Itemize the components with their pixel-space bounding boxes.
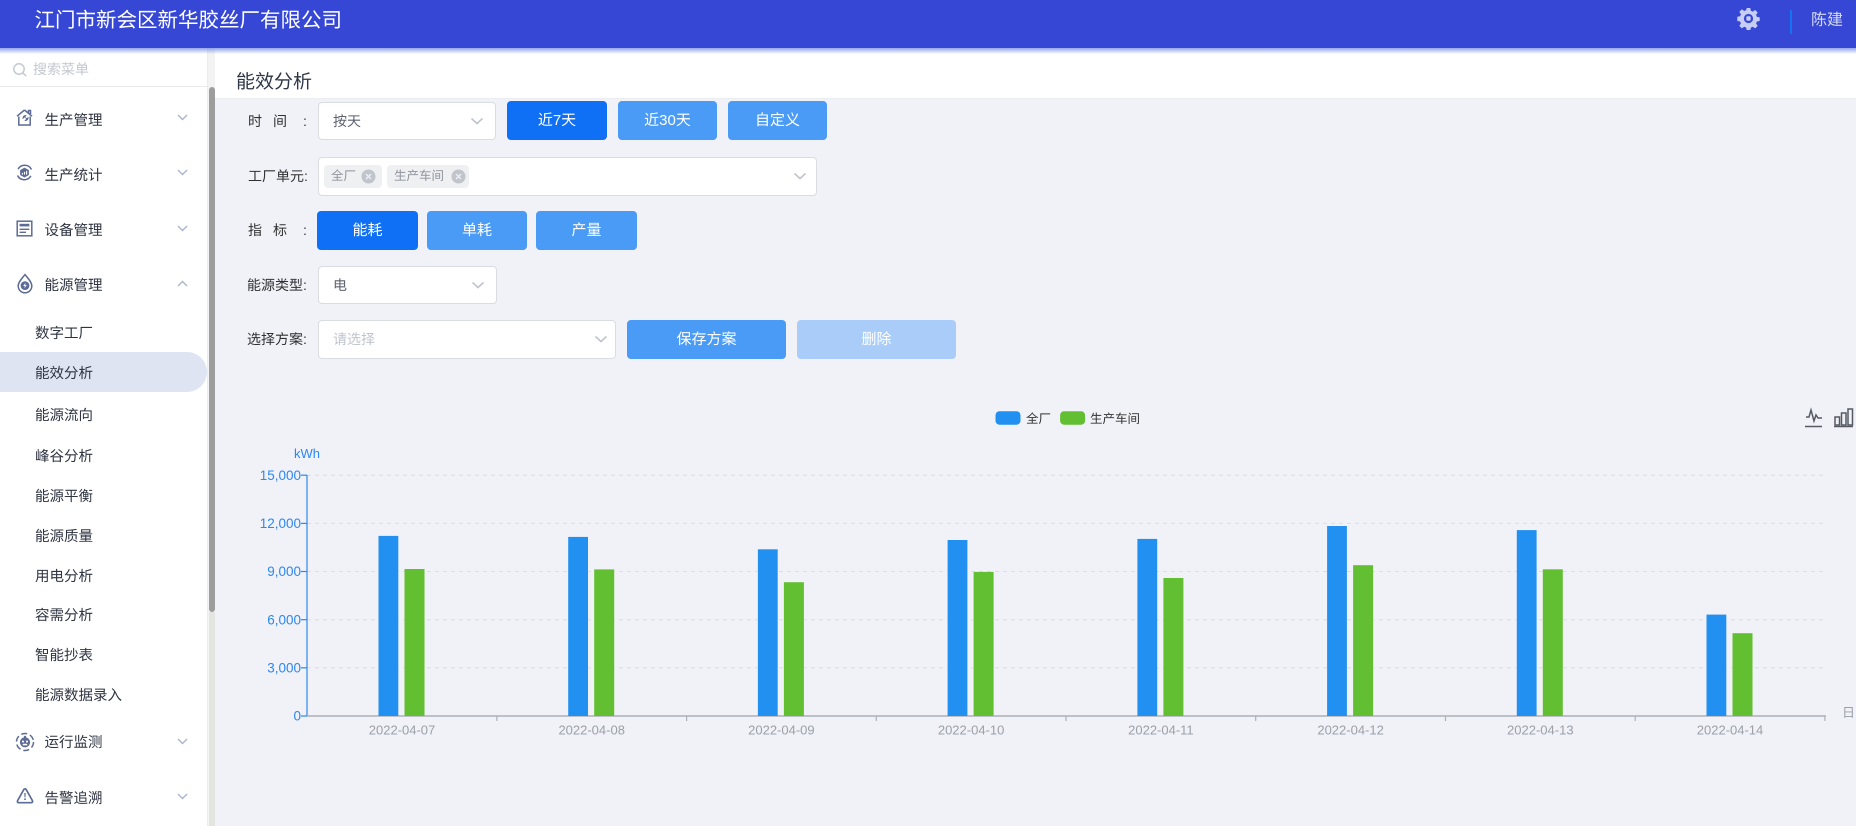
svg-text:kWh: kWh [294, 446, 320, 461]
svg-text:2022-04-11: 2022-04-11 [1128, 723, 1194, 738]
svg-text:12,000: 12,000 [260, 516, 301, 531]
svg-text:9,000: 9,000 [267, 564, 301, 579]
svg-text:6,000: 6,000 [267, 612, 301, 627]
svg-text:15,000: 15,000 [260, 468, 301, 483]
svg-text:2022-04-10: 2022-04-10 [938, 723, 1005, 738]
svg-text:2022-04-14: 2022-04-14 [1697, 723, 1764, 738]
svg-text:日: 日 [1842, 705, 1855, 720]
svg-text:2022-04-08: 2022-04-08 [558, 723, 625, 738]
svg-text:2022-04-12: 2022-04-12 [1317, 723, 1384, 738]
svg-text:0: 0 [293, 709, 301, 724]
svg-text:2022-04-07: 2022-04-07 [369, 723, 436, 738]
svg-text:全厂: 全厂 [1026, 412, 1051, 426]
svg-text:2022-04-13: 2022-04-13 [1507, 723, 1574, 738]
svg-text:2022-04-09: 2022-04-09 [748, 723, 815, 738]
svg-text:生产车间: 生产车间 [1090, 412, 1140, 426]
svg-text:3,000: 3,000 [267, 661, 301, 676]
